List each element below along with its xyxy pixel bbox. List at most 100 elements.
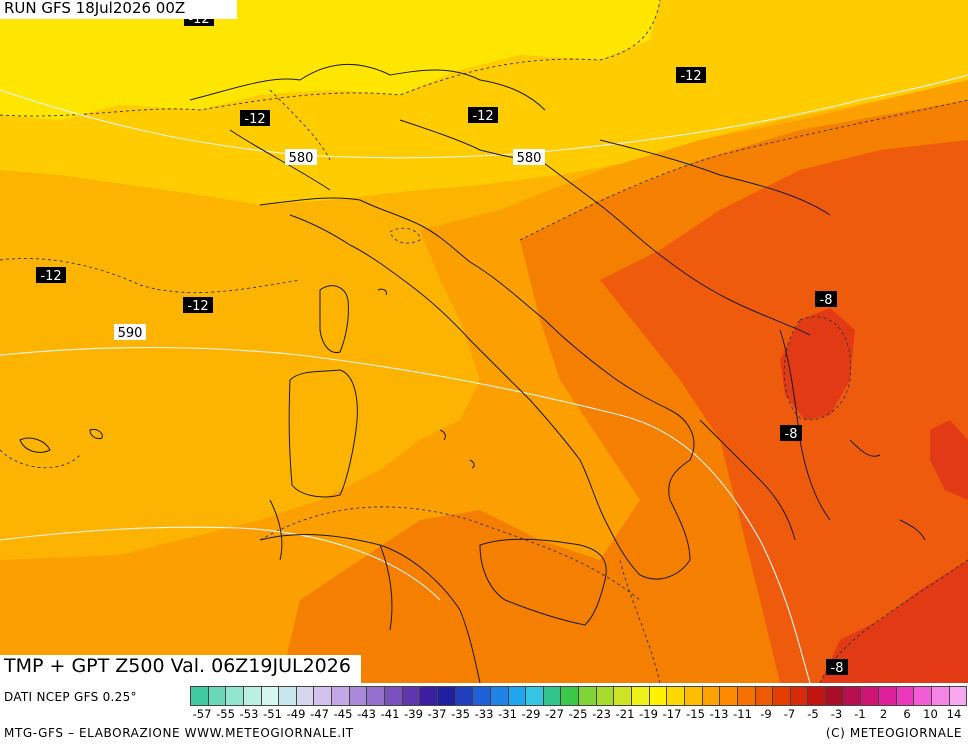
color-scale-swatch bbox=[472, 686, 491, 706]
color-scale-swatch bbox=[348, 686, 368, 706]
color-scale-swatch bbox=[454, 686, 474, 706]
color-scale-tick: -55 bbox=[216, 707, 235, 721]
color-scale-tick: -41 bbox=[380, 707, 400, 721]
color-scale-swatch bbox=[754, 686, 774, 706]
coastlines-borders bbox=[19, 63, 926, 683]
color-scale-swatch bbox=[666, 686, 685, 706]
color-scale-tick: -19 bbox=[639, 707, 658, 721]
isohypse-label: 580 bbox=[513, 149, 545, 166]
color-scale-tick: -7 bbox=[783, 707, 796, 721]
isotherm-label: -8 bbox=[780, 425, 802, 442]
color-scale-swatch bbox=[948, 686, 968, 706]
svg-text:-12: -12 bbox=[187, 299, 208, 314]
svg-text:-8: -8 bbox=[785, 427, 798, 442]
color-scale-swatch bbox=[419, 686, 438, 706]
color-scale-swatch bbox=[436, 686, 456, 706]
color-scale-tick: -23 bbox=[592, 707, 611, 721]
color-scale-tick: -27 bbox=[545, 707, 564, 721]
isotherm-label: -12 bbox=[676, 67, 706, 84]
color-scale-swatch bbox=[895, 686, 915, 706]
map-title: TMP + GPT Z500 Val. 06Z19JUL2026 bbox=[0, 655, 361, 684]
isotherm-lines bbox=[0, 0, 968, 683]
color-scale-tick: 10 bbox=[923, 707, 938, 721]
color-scale-swatch bbox=[578, 686, 597, 706]
color-scale-swatch bbox=[825, 686, 844, 706]
svg-text:580: 580 bbox=[517, 151, 542, 166]
color-scale-tick: -9 bbox=[760, 707, 772, 721]
color-scale-tick: -21 bbox=[615, 707, 635, 721]
color-scale-swatch bbox=[613, 686, 633, 706]
color-scale-tick: -13 bbox=[709, 707, 729, 721]
color-scale-swatch bbox=[507, 686, 527, 706]
color-scale-swatch bbox=[772, 686, 791, 706]
color-scale-tick: 14 bbox=[946, 707, 962, 721]
color-scale-swatch bbox=[736, 686, 756, 706]
color-scale-tick: -35 bbox=[451, 707, 470, 721]
data-source-label: DATI NCEP GFS 0.25° bbox=[4, 690, 137, 704]
color-scale-swatch bbox=[260, 686, 280, 706]
color-scale-tick: -53 bbox=[239, 707, 259, 721]
svg-text:-8: -8 bbox=[820, 293, 833, 308]
svg-text:-12: -12 bbox=[680, 69, 701, 84]
temperature-zone-red-orange bbox=[600, 140, 968, 683]
temperature-zone-yellow-orange bbox=[0, 0, 968, 205]
temperature-zone-red-east bbox=[930, 420, 968, 500]
color-scale-swatch bbox=[542, 686, 562, 706]
color-scale-swatch bbox=[190, 686, 209, 706]
color-scale-tick: -43 bbox=[357, 707, 376, 721]
color-scale-swatch bbox=[860, 686, 879, 706]
color-scale-tick: -39 bbox=[404, 707, 423, 721]
color-scale-swatch bbox=[930, 686, 950, 706]
color-scale-swatch bbox=[225, 686, 244, 706]
color-scale-tick: 6 bbox=[903, 707, 911, 721]
color-scale-tick: -11 bbox=[733, 707, 752, 721]
isotherm-label: -12 bbox=[183, 297, 213, 314]
temperature-zone-orange-dark-south bbox=[280, 510, 660, 683]
color-scale-swatch bbox=[913, 686, 932, 706]
color-scale-tick: -3 bbox=[830, 707, 843, 721]
color-scale-swatch bbox=[560, 686, 580, 706]
color-scale-tick: -5 bbox=[807, 707, 819, 721]
svg-text:-12: -12 bbox=[40, 269, 61, 284]
color-scale-swatch bbox=[384, 686, 403, 706]
isotherm-label: -8 bbox=[815, 291, 837, 308]
color-scale-swatch bbox=[366, 686, 386, 706]
run-label: RUN GFS 18Jul2026 00Z bbox=[0, 0, 237, 19]
color-scale-swatch bbox=[807, 686, 827, 706]
svg-text:590: 590 bbox=[118, 326, 143, 341]
svg-text:-8: -8 bbox=[831, 661, 844, 676]
color-scale-tick: -1 bbox=[854, 707, 866, 721]
color-scale-swatch bbox=[842, 686, 862, 706]
isotherm-label: -8 bbox=[826, 659, 848, 676]
svg-text:580: 580 bbox=[289, 151, 314, 166]
color-scale-tick: -25 bbox=[568, 707, 588, 721]
color-scale-swatch bbox=[401, 686, 421, 706]
color-scale-swatch bbox=[683, 686, 703, 706]
color-scale-swatch bbox=[595, 686, 615, 706]
isotherm-label: -12 bbox=[240, 110, 270, 127]
color-scale-tick: -57 bbox=[192, 707, 212, 721]
color-scale-swatch bbox=[648, 686, 668, 706]
color-scale-tick: -31 bbox=[498, 707, 517, 721]
footer-credit-right: (C) METEOGIORNALE bbox=[825, 726, 962, 740]
color-scale-tick: -37 bbox=[427, 707, 447, 721]
color-scale-ticks: -57 -55 -53 -51 -49 -47 -45 -43 -41 -39 -37 -35 -33-… bbox=[190, 707, 966, 721]
isohypse-label: 580 bbox=[285, 149, 317, 166]
color-scale-swatch bbox=[489, 686, 509, 706]
color-scale-bar bbox=[190, 686, 968, 706]
color-scale-swatch bbox=[313, 686, 333, 706]
color-scale-tick: -51 bbox=[263, 707, 282, 721]
color-scale-swatch bbox=[701, 686, 721, 706]
isohypse-label: 590 bbox=[114, 324, 146, 341]
color-scale-tick: -15 bbox=[686, 707, 705, 721]
temperature-map[interactable]: -12 -12 -12 -12 -12 -12 -8 -8 -8 580 580… bbox=[0, 0, 968, 683]
temperature-zone-red-southeast bbox=[820, 560, 968, 683]
color-scale-tick: -45 bbox=[333, 707, 353, 721]
color-scale-swatch bbox=[331, 686, 350, 706]
color-scale-swatch bbox=[877, 686, 897, 706]
temperature-zone-red-core bbox=[780, 308, 855, 420]
svg-text:-12: -12 bbox=[244, 112, 265, 127]
temperature-zone-yellow bbox=[0, 0, 660, 120]
color-scale-tick: 2 bbox=[879, 707, 888, 721]
color-scale-tick: -17 bbox=[662, 707, 682, 721]
